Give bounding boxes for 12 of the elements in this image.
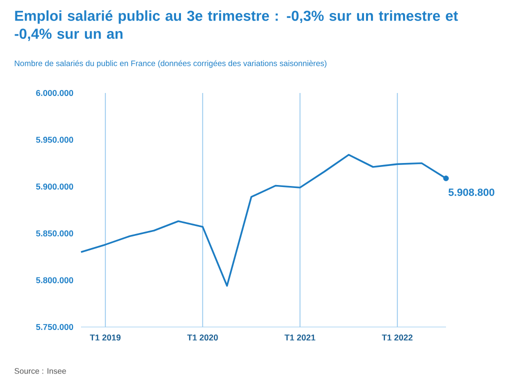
- y-tick-label: 5.850.000: [36, 230, 74, 236]
- x-tick-label: T1 2020: [187, 334, 218, 341]
- y-tick-label: 5.950.000: [36, 136, 74, 143]
- x-tick-label: T1 2022: [382, 334, 413, 341]
- data-label: 5.908.800: [448, 188, 494, 196]
- y-tick-label: 5.800.000: [36, 277, 74, 284]
- chart-title: Emploi salarié public au 3e trimestre : -0,3% sur un trimestre et -0,4% sur un an: [14, 10, 458, 41]
- x-tick-label: T1 2021: [284, 334, 316, 341]
- x-tick-label: T1 2019: [90, 334, 121, 341]
- y-tick-label: 5.900.000: [36, 184, 74, 190]
- y-tick-label: 6.000.000: [36, 90, 74, 96]
- y-tick-label: 5.750.000: [36, 324, 74, 330]
